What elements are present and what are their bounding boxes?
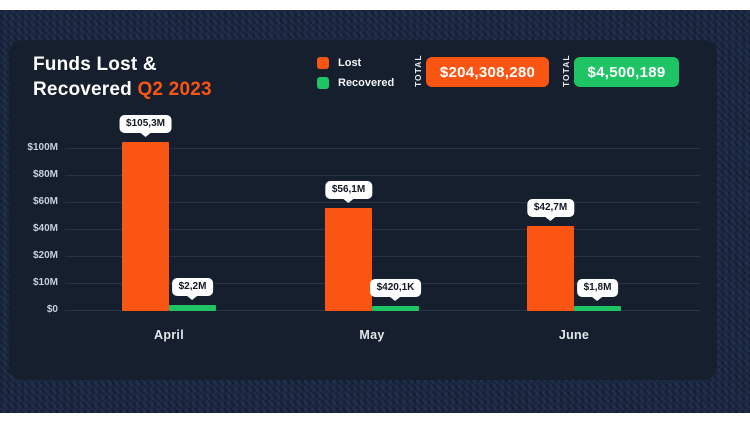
title-quarter-accent: Q2 2023	[137, 79, 212, 100]
legend-label-lost: Lost	[338, 57, 362, 69]
title-line1: Funds Lost &	[33, 54, 157, 75]
y-axis-tick-label: $20M	[32, 250, 58, 261]
total-lost-group: TOTAL $204,308,280	[413, 54, 549, 87]
value-tooltip-recovered-may: $420,1K	[369, 279, 422, 297]
total-recovered-badge: $4,500,189	[574, 57, 679, 87]
lost-swatch-icon	[317, 57, 329, 69]
grid-line	[65, 256, 700, 257]
legend-label-recovered: Recovered	[338, 77, 395, 89]
y-axis-tick-label: $10M	[32, 277, 58, 288]
value-tooltip-recovered-june: $1,8M	[576, 279, 619, 297]
value-tooltip-recovered-april: $2,2M	[171, 278, 214, 296]
value-tooltip-lost-june: $42,7M	[526, 199, 575, 217]
bar-recovered-may	[372, 306, 419, 311]
bar-chart: $100M $80M $60M $40M $20M $10M $0 $105,3M $2,2M A…	[9, 40, 717, 380]
y-axis-tick-label: $0	[46, 304, 58, 315]
title-line2: Recovered Q2 2023	[33, 77, 212, 102]
chart-card: Funds Lost & Recovered Q2 2023 Lost Reco…	[9, 40, 717, 380]
bar-recovered-june	[574, 306, 621, 311]
title-line2-text: Recovered	[33, 79, 138, 100]
y-axis-tick-label: $60M	[32, 196, 58, 207]
legend: Lost Recovered	[317, 57, 394, 89]
recovered-swatch-icon	[317, 77, 329, 89]
legend-item-recovered: Recovered	[317, 77, 394, 89]
y-axis-tick-label: $40M	[32, 223, 58, 234]
bar-lost-june	[527, 226, 574, 311]
y-axis-tick-label: $100M	[27, 142, 58, 153]
y-axis-tick-label: $80M	[32, 169, 58, 180]
value-tooltip-lost-april: $105,3M	[119, 115, 172, 133]
x-axis-label-june: June	[558, 328, 590, 342]
total-recovered-group: TOTAL $4,500,189	[561, 54, 679, 87]
grid-line	[65, 175, 700, 176]
bar-group-april: $105,3M $2,2M	[119, 91, 216, 311]
x-axis-label-april: April	[154, 328, 184, 342]
legend-item-lost: Lost	[317, 57, 394, 69]
bar-recovered-april	[169, 305, 216, 311]
bar-group-june: $42,7M $1,8M	[526, 91, 621, 311]
chart-title: Funds Lost & Recovered Q2 2023	[33, 52, 212, 102]
grid-line	[65, 229, 700, 230]
grid-line	[65, 148, 700, 149]
x-axis-label-may: May	[359, 328, 385, 342]
value-tooltip-lost-may: $56,1M	[324, 181, 373, 199]
grid-line	[65, 202, 700, 203]
bar-lost-may	[325, 208, 372, 311]
bar-lost-april	[122, 142, 169, 311]
page-background: Funds Lost & Recovered Q2 2023 Lost Reco…	[0, 10, 750, 413]
total-lost-badge: $204,308,280	[426, 57, 549, 87]
bar-group-may: $56,1M $420,1K	[324, 91, 422, 311]
